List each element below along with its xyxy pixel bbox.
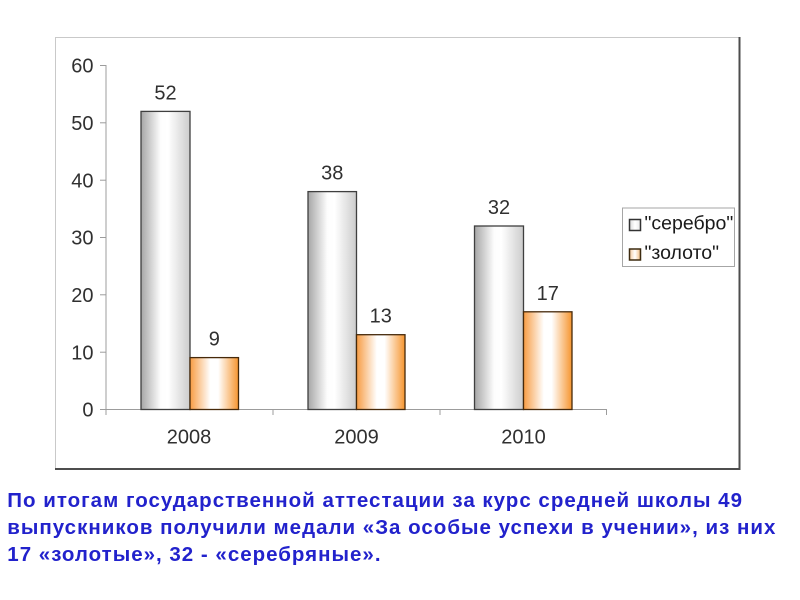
- svg-text:17: 17: [537, 283, 559, 305]
- svg-text:50: 50: [71, 113, 93, 135]
- svg-text:38: 38: [321, 163, 343, 185]
- svg-text:13: 13: [370, 306, 392, 328]
- svg-text:60: 60: [71, 56, 93, 78]
- svg-text:"серебро": "серебро": [645, 213, 734, 235]
- svg-text:10: 10: [71, 342, 93, 364]
- svg-text:2010: 2010: [501, 427, 546, 449]
- svg-text:30: 30: [71, 228, 93, 250]
- svg-text:2008: 2008: [167, 427, 212, 449]
- svg-text:52: 52: [154, 82, 176, 104]
- svg-text:20: 20: [71, 285, 93, 307]
- svg-text:40: 40: [71, 170, 93, 192]
- svg-text:9: 9: [209, 329, 220, 351]
- svg-text:"золото": "золото": [645, 242, 720, 264]
- svg-text:32: 32: [488, 197, 510, 219]
- svg-text:0: 0: [82, 400, 93, 422]
- svg-text:2009: 2009: [334, 427, 379, 449]
